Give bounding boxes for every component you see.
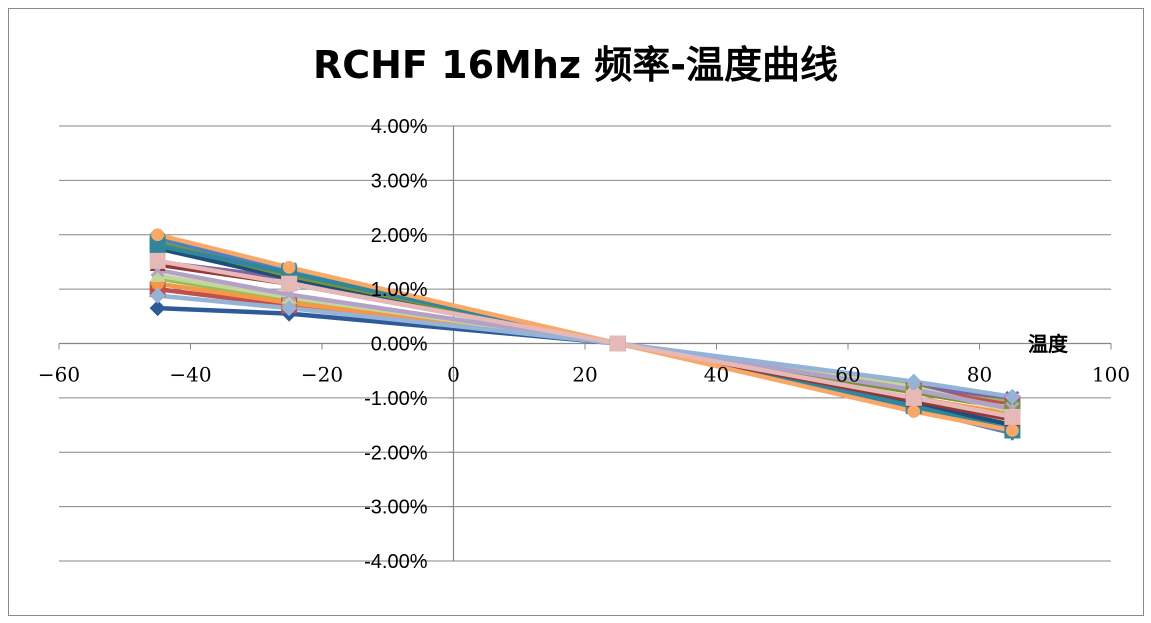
data-point [149, 300, 166, 317]
data-point [609, 335, 626, 352]
data-point [149, 237, 166, 254]
y-tick-label: 0.00% [371, 334, 428, 356]
data-point [149, 287, 166, 304]
x-tick-label: −60 [38, 363, 80, 387]
data-point [151, 228, 165, 242]
data-point [1004, 408, 1021, 425]
x-tick-label: 40 [704, 363, 729, 387]
y-tick-label: -2.00% [364, 442, 428, 464]
x-tick-label: 20 [572, 363, 597, 387]
x-tick-label: 80 [967, 363, 992, 387]
y-tick-label: 1.00% [371, 279, 428, 301]
data-point [149, 252, 166, 269]
data-point [281, 275, 298, 292]
y-tick-label: 3.00% [371, 170, 428, 192]
x-tick-label: 60 [835, 363, 860, 387]
data-point [905, 373, 922, 390]
x-tick-label: −20 [301, 363, 343, 387]
data-point [1004, 388, 1021, 405]
chart-title: RCHF 16Mhz 频率-温度曲线 [312, 43, 838, 87]
axes [58, 125, 1112, 562]
x-tick-label: 100 [1092, 363, 1130, 387]
data-point [149, 267, 166, 282]
y-tick-label: 2.00% [371, 225, 428, 247]
data-point [905, 389, 922, 406]
y-tick-label: -3.00% [364, 497, 428, 519]
series-markers [149, 228, 1021, 441]
data-point [907, 405, 921, 418]
data-point [1005, 424, 1019, 437]
tick-labels: 4.00% 3.00% 2.00% 1.00% 0.00% -1.00% -2.00% -3.… [38, 116, 1130, 573]
data-point [281, 300, 298, 317]
x-axis-title: 温度 [1028, 332, 1069, 356]
y-tick-label: -1.00% [364, 388, 428, 410]
y-tick-label: -4.00% [364, 551, 428, 573]
grid-lines [59, 125, 1111, 562]
y-tick-label: 4.00% [371, 116, 428, 138]
x-tick-label: −40 [169, 363, 211, 387]
x-tick-label: 0 [447, 363, 460, 387]
data-point [282, 260, 296, 274]
